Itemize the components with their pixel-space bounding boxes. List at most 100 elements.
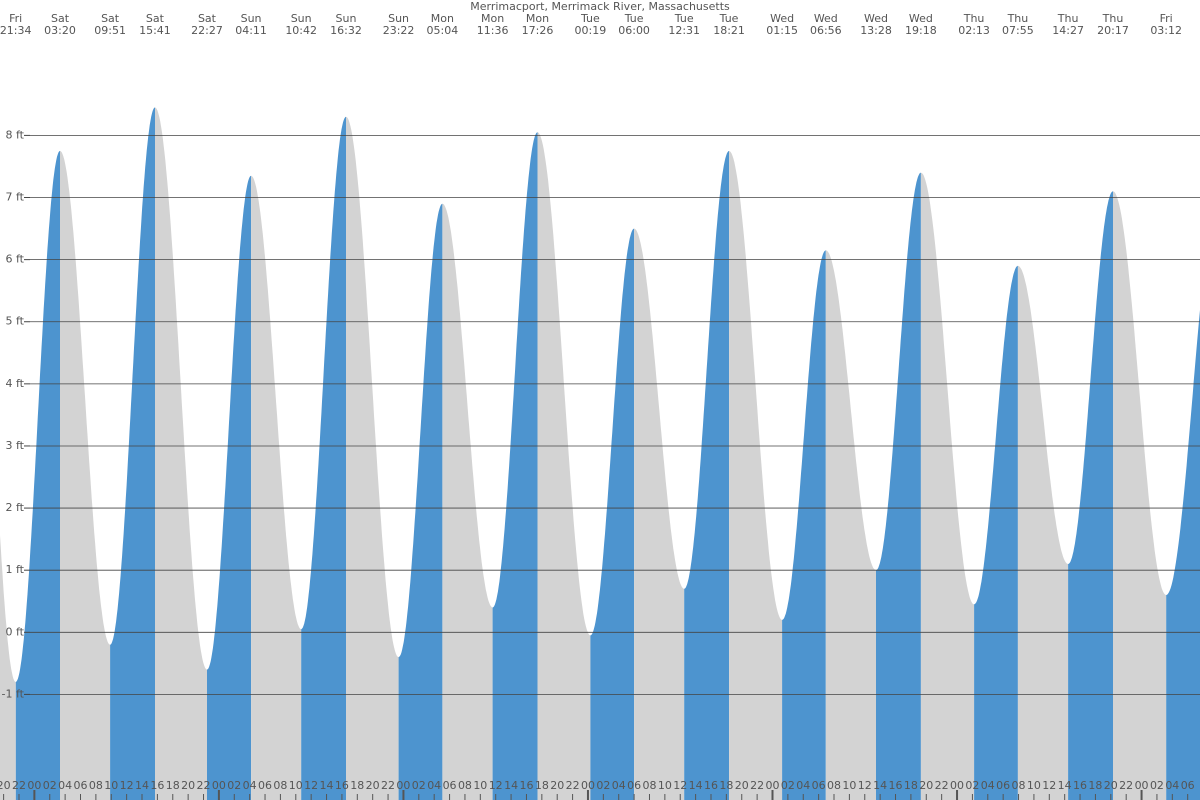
x-tick-label: 22 bbox=[381, 779, 395, 792]
x-tick-label: 18 bbox=[1088, 779, 1102, 792]
x-tick-label: 06 bbox=[996, 779, 1010, 792]
falling-area bbox=[1017, 265, 1069, 800]
x-tick-label: 12 bbox=[858, 779, 872, 792]
chart-title: Merrimacport, Merrimack River, Massachus… bbox=[470, 0, 730, 13]
event-time: 23:22 bbox=[383, 24, 415, 37]
x-tick-label: 12 bbox=[489, 779, 503, 792]
x-tick-label: 02 bbox=[43, 779, 57, 792]
x-tick-label: 08 bbox=[273, 779, 287, 792]
y-tick-label: 8 ft bbox=[6, 128, 25, 141]
event-day: Wed bbox=[770, 12, 794, 25]
x-tick-label: 08 bbox=[89, 779, 103, 792]
rising-area bbox=[398, 203, 443, 800]
event-time: 21:34 bbox=[0, 24, 32, 37]
event-day: Sun bbox=[291, 12, 312, 25]
event-time: 03:12 bbox=[1150, 24, 1182, 37]
x-tick-label: 04 bbox=[796, 779, 810, 792]
event-time: 05:04 bbox=[427, 24, 459, 37]
event-day: Sat bbox=[51, 12, 70, 25]
x-tick-label: 16 bbox=[704, 779, 718, 792]
falling-area bbox=[346, 116, 399, 800]
event-time: 09:51 bbox=[94, 24, 126, 37]
x-tick-label: 04 bbox=[58, 779, 72, 792]
event-day: Sat bbox=[101, 12, 120, 25]
x-tick-label: 00 bbox=[27, 779, 41, 792]
x-tick-label: 18 bbox=[535, 779, 549, 792]
x-tick-label: 14 bbox=[504, 779, 518, 792]
x-tick-label: 16 bbox=[519, 779, 533, 792]
x-tick-label: 14 bbox=[689, 779, 703, 792]
event-time: 02:13 bbox=[958, 24, 990, 37]
falling-area bbox=[60, 150, 111, 800]
rising-area bbox=[590, 228, 635, 800]
x-tick-label: 10 bbox=[289, 779, 303, 792]
event-time: 19:18 bbox=[905, 24, 937, 37]
x-tick-label: 08 bbox=[827, 779, 841, 792]
event-time: 03:20 bbox=[44, 24, 76, 37]
event-time: 12:31 bbox=[668, 24, 700, 37]
x-tick-label: 00 bbox=[212, 779, 226, 792]
event-day: Sat bbox=[146, 12, 165, 25]
event-time: 00:19 bbox=[575, 24, 607, 37]
x-tick-label: 20 bbox=[366, 779, 380, 792]
x-tick-label: 00 bbox=[950, 779, 964, 792]
event-time: 22:27 bbox=[191, 24, 223, 37]
x-tick-label: 08 bbox=[458, 779, 472, 792]
x-tick-label: 16 bbox=[889, 779, 903, 792]
falling-area bbox=[634, 228, 685, 800]
y-tick-label: 1 ft bbox=[6, 563, 25, 576]
x-tick-label: 04 bbox=[243, 779, 257, 792]
x-tick-label: 04 bbox=[1165, 779, 1179, 792]
rising-area bbox=[15, 150, 60, 800]
rising-area bbox=[974, 265, 1018, 800]
x-tick-label: 22 bbox=[935, 779, 949, 792]
x-tick-label: 12 bbox=[1042, 779, 1056, 792]
x-tick-label: 02 bbox=[596, 779, 610, 792]
falling-area bbox=[920, 172, 975, 800]
x-tick-label: 06 bbox=[258, 779, 272, 792]
y-tick-label: 0 ft bbox=[6, 625, 25, 638]
x-tick-label: 10 bbox=[104, 779, 118, 792]
event-day: Fri bbox=[1160, 12, 1173, 25]
event-time: 20:17 bbox=[1097, 24, 1129, 37]
event-day: Tue bbox=[674, 12, 694, 25]
x-tick-label: 12 bbox=[304, 779, 318, 792]
x-tick-label: 02 bbox=[412, 779, 426, 792]
rising-area bbox=[301, 116, 346, 800]
falling-area bbox=[1113, 191, 1167, 800]
x-tick-label: 18 bbox=[166, 779, 180, 792]
x-tick-label: 22 bbox=[12, 779, 26, 792]
event-time: 06:00 bbox=[618, 24, 650, 37]
x-tick-label: 18 bbox=[904, 779, 918, 792]
rising-area bbox=[782, 250, 826, 800]
x-tick-label: 10 bbox=[658, 779, 672, 792]
event-day: Fri bbox=[9, 12, 22, 25]
event-day: Mon bbox=[526, 12, 549, 25]
rising-area bbox=[1068, 191, 1113, 800]
rising-area bbox=[684, 150, 730, 800]
event-day: Mon bbox=[481, 12, 504, 25]
x-tick-label: 16 bbox=[150, 779, 164, 792]
event-time: 18:21 bbox=[713, 24, 745, 37]
event-time: 04:11 bbox=[235, 24, 267, 37]
x-tick-label: 00 bbox=[765, 779, 779, 792]
event-day: Sun bbox=[241, 12, 262, 25]
event-time: 11:36 bbox=[477, 24, 509, 37]
x-tick-label: 06 bbox=[812, 779, 826, 792]
falling-area bbox=[0, 535, 16, 800]
event-time: 14:27 bbox=[1052, 24, 1084, 37]
falling-area bbox=[729, 150, 783, 800]
x-tick-label: 10 bbox=[1027, 779, 1041, 792]
x-tick-label: 20 bbox=[1104, 779, 1118, 792]
event-time: 17:26 bbox=[522, 24, 554, 37]
y-tick-label: 6 ft bbox=[6, 253, 25, 266]
event-day: Mon bbox=[431, 12, 454, 25]
x-tick-label: 20 bbox=[0, 779, 11, 792]
falling-area bbox=[537, 132, 591, 800]
event-day: Thu bbox=[1057, 12, 1079, 25]
x-tick-label: 14 bbox=[873, 779, 887, 792]
x-tick-label: 02 bbox=[227, 779, 241, 792]
event-time: 06:56 bbox=[810, 24, 842, 37]
